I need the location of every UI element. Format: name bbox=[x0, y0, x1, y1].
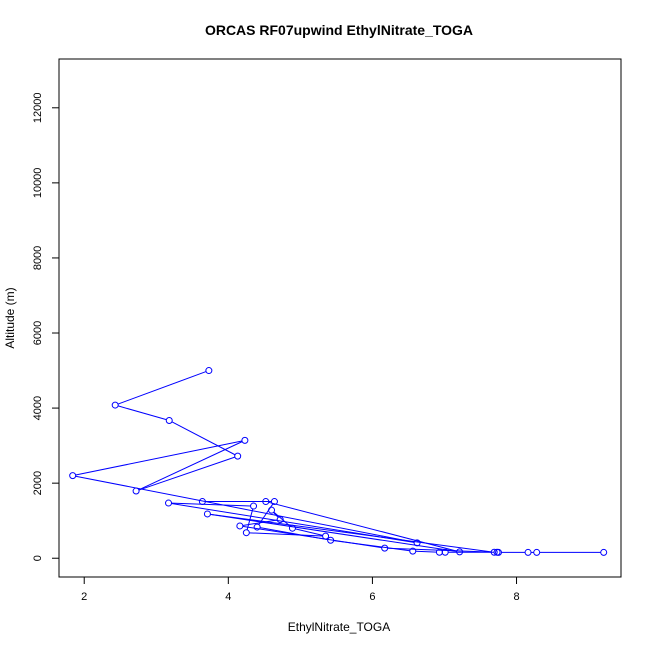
x-tick-label: 8 bbox=[513, 591, 519, 603]
series-segment bbox=[387, 547, 492, 553]
series-segment bbox=[268, 501, 457, 552]
y-tick-label: 6000 bbox=[32, 321, 44, 345]
y-tick-label: 4000 bbox=[32, 396, 44, 420]
series-segment bbox=[333, 540, 410, 552]
series-segment bbox=[117, 405, 167, 421]
data-point bbox=[524, 548, 532, 556]
series-segment bbox=[117, 371, 207, 405]
series-segment bbox=[273, 511, 291, 527]
series-segment bbox=[138, 441, 243, 491]
data-point bbox=[276, 516, 284, 524]
x-tick-label: 6 bbox=[369, 591, 375, 603]
data-point bbox=[381, 544, 389, 552]
chart-title: ORCAS RF07upwind EthylNitrate_TOGA bbox=[205, 22, 473, 38]
data-point bbox=[409, 547, 417, 555]
data-point bbox=[262, 498, 270, 506]
data-point bbox=[441, 548, 449, 556]
data-point bbox=[413, 539, 421, 547]
series-segment bbox=[415, 550, 437, 553]
data-point bbox=[268, 506, 276, 514]
data-point bbox=[234, 452, 242, 460]
series-segment bbox=[260, 527, 328, 541]
y-tick-label: 12000 bbox=[32, 93, 44, 124]
data-point bbox=[490, 548, 498, 556]
data-point bbox=[456, 548, 464, 556]
series-segment bbox=[273, 512, 279, 518]
data-point bbox=[242, 529, 250, 537]
data-point bbox=[236, 522, 244, 530]
data-point bbox=[198, 498, 206, 506]
series-segment bbox=[210, 513, 457, 552]
data-point bbox=[288, 524, 296, 532]
data-point bbox=[495, 548, 503, 556]
plot-frame bbox=[58, 58, 622, 578]
series-segment bbox=[249, 532, 323, 537]
data-point bbox=[533, 548, 541, 556]
y-axis: 0 2000 4000 6000 8000 10000 12000 bbox=[32, 93, 60, 561]
data-point bbox=[132, 487, 140, 495]
x-axis-label: EthylNitrate_TOGA bbox=[288, 620, 390, 634]
data-point bbox=[250, 502, 258, 510]
series-segment bbox=[75, 440, 243, 476]
data-point bbox=[322, 532, 330, 540]
x-tick-label: 4 bbox=[225, 591, 231, 603]
y-tick-label: 10000 bbox=[32, 168, 44, 199]
data-point bbox=[253, 523, 261, 531]
y-axis-label: Altitude (m) bbox=[3, 287, 17, 348]
series-segment bbox=[295, 528, 323, 536]
series-segment bbox=[75, 475, 415, 543]
y-tick-label: 2000 bbox=[32, 471, 44, 495]
data-point bbox=[327, 536, 335, 544]
data-point bbox=[203, 510, 211, 518]
series-segment bbox=[171, 502, 251, 507]
data-point bbox=[270, 498, 278, 506]
data-point bbox=[600, 548, 608, 556]
y-tick-label: 0 bbox=[32, 555, 44, 561]
data-point bbox=[165, 416, 173, 424]
data-point bbox=[111, 401, 119, 409]
series-segment bbox=[210, 513, 492, 553]
series-segment bbox=[138, 456, 236, 491]
series-layer bbox=[69, 367, 608, 556]
data-point bbox=[69, 472, 77, 480]
x-tick-label: 2 bbox=[81, 591, 87, 603]
x-axis: 2 4 6 8 bbox=[81, 576, 520, 603]
data-point bbox=[241, 436, 249, 444]
series-segment bbox=[171, 421, 236, 456]
data-point bbox=[205, 367, 213, 375]
y-tick-label: 8000 bbox=[32, 246, 44, 270]
data-point bbox=[165, 499, 173, 507]
